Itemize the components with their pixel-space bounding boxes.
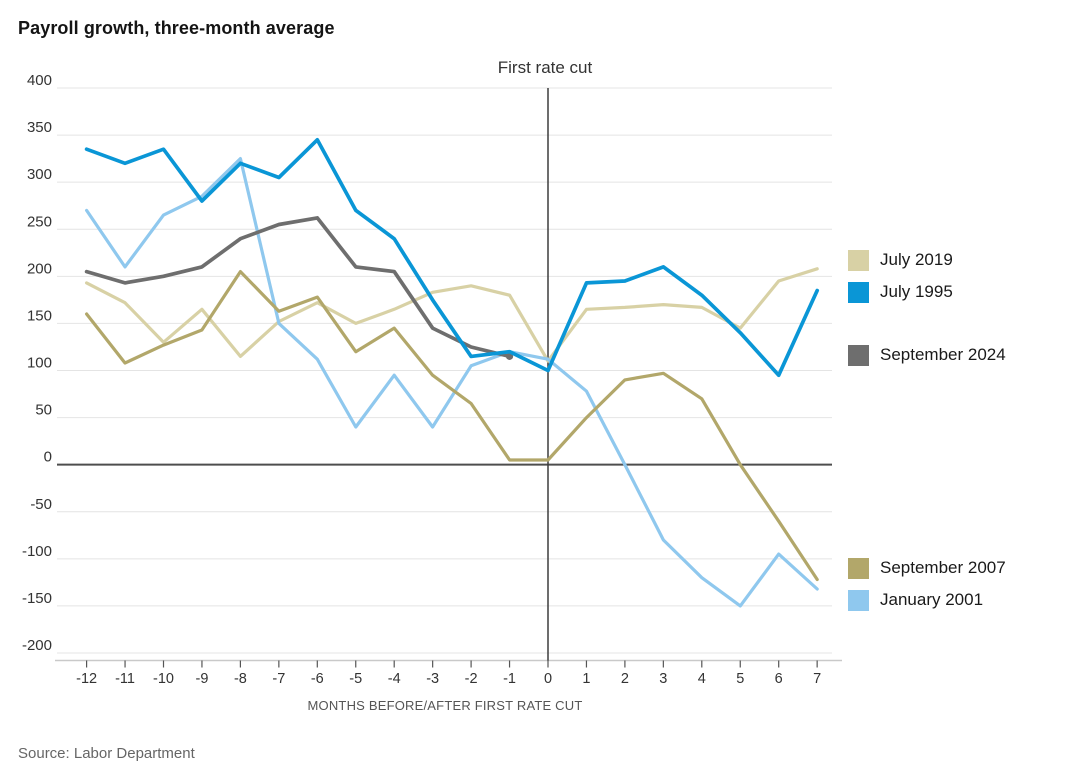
legend-label: September 2007	[880, 558, 1006, 577]
source-note: Source: Labor Department	[18, 745, 195, 762]
svg-text:-9: -9	[195, 671, 208, 687]
svg-text:250: 250	[27, 213, 52, 230]
svg-text:-50: -50	[30, 496, 52, 513]
legend-item-july-1995: July 1995	[848, 281, 953, 303]
svg-text:-200: -200	[22, 637, 52, 654]
svg-text:-8: -8	[234, 671, 247, 687]
svg-text:-100: -100	[22, 543, 52, 560]
legend-item-september-2007: September 2007	[848, 557, 1006, 579]
legend-label: September 2024	[880, 345, 1006, 364]
svg-text:-11: -11	[115, 671, 135, 687]
svg-text:150: 150	[27, 307, 52, 324]
svg-text:50: 50	[35, 402, 52, 419]
svg-text:4: 4	[698, 671, 706, 687]
chart-title: Payroll growth, three-month average	[18, 18, 335, 38]
legend-swatch	[848, 589, 869, 611]
legend-item-july-2019: July 2019	[848, 249, 953, 271]
svg-text:350: 350	[27, 119, 52, 136]
svg-text:200: 200	[27, 260, 52, 277]
svg-text:-7: -7	[272, 671, 285, 687]
legend-swatch	[848, 281, 869, 303]
svg-text:1: 1	[582, 671, 590, 687]
legend-label: July 1995	[880, 282, 953, 301]
svg-text:-12: -12	[76, 671, 97, 687]
svg-text:0: 0	[544, 671, 552, 687]
svg-text:-4: -4	[388, 671, 401, 687]
legend-swatch	[848, 249, 869, 271]
legend-item-january-2001: January 2001	[848, 589, 983, 611]
svg-text:0: 0	[44, 449, 52, 466]
svg-text:-3: -3	[426, 671, 439, 687]
svg-text:7: 7	[813, 671, 821, 687]
svg-text:-150: -150	[22, 590, 52, 607]
svg-text:2: 2	[621, 671, 629, 687]
svg-text:-5: -5	[349, 671, 362, 687]
svg-text:5: 5	[736, 671, 744, 687]
svg-text:-2: -2	[465, 671, 478, 687]
svg-text:3: 3	[659, 671, 667, 687]
legend-item-september-2024: September 2024	[848, 344, 1006, 366]
legend-label: January 2001	[880, 590, 984, 609]
svg-text:100: 100	[27, 355, 52, 372]
legend-swatch	[848, 344, 869, 366]
svg-text:6: 6	[775, 671, 783, 687]
svg-text:-10: -10	[153, 671, 174, 687]
legend-swatch	[848, 557, 869, 579]
legend-label: July 2019	[880, 250, 953, 269]
svg-text:-1: -1	[503, 671, 516, 687]
svg-text:300: 300	[27, 166, 52, 183]
svg-text:-6: -6	[311, 671, 324, 687]
x-axis-label: MONTHS BEFORE/AFTER FIRST RATE CUT	[307, 698, 583, 713]
event-annotation-label: First rate cut	[497, 58, 593, 77]
svg-text:400: 400	[27, 72, 52, 89]
